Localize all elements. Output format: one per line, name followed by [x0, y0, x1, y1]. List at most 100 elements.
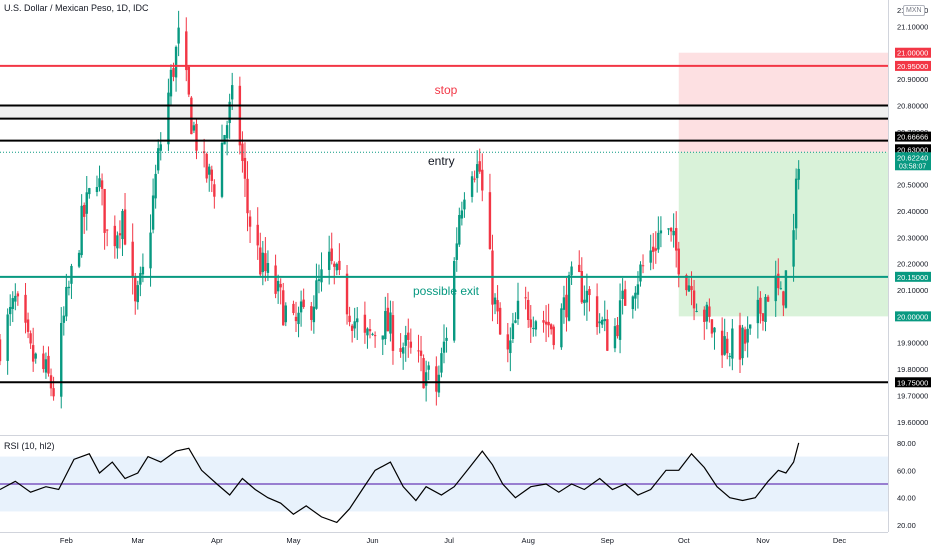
candle-body [11, 298, 14, 309]
candle-body [516, 300, 520, 320]
candle-body [256, 224, 259, 246]
candle [333, 261, 336, 285]
candle-body [659, 230, 663, 234]
candle [241, 131, 244, 173]
candle-body [437, 374, 441, 393]
candle [524, 286, 527, 310]
candle [24, 283, 27, 334]
candle [616, 317, 619, 339]
price-tag-value: 19.75000 [897, 378, 928, 387]
candle-body [669, 227, 673, 232]
candle [544, 305, 548, 342]
possible-exit-label: possible exit [413, 284, 480, 298]
candle-body [279, 283, 282, 288]
time-axis-label: Feb [60, 536, 73, 545]
candle-body [764, 296, 767, 322]
currency-badge[interactable]: MXN [903, 5, 925, 16]
candle [246, 161, 249, 232]
candle-body [731, 328, 734, 359]
candle [713, 327, 716, 350]
candle [192, 121, 196, 134]
candle-body [422, 358, 425, 389]
candle-body [100, 180, 104, 189]
candle [478, 148, 481, 174]
candle-body [261, 252, 265, 273]
candle [603, 300, 606, 332]
candle [534, 319, 538, 337]
candle [542, 310, 545, 333]
price-tag-bg [895, 144, 931, 155]
candle [481, 153, 484, 202]
candle-body [567, 275, 571, 321]
candle-body [583, 299, 586, 304]
candle-body [16, 293, 20, 297]
candle [705, 301, 709, 330]
candle [282, 282, 285, 326]
candle-body [514, 320, 517, 323]
candle-body [498, 307, 502, 335]
candle [547, 303, 550, 338]
candle-body [103, 188, 106, 233]
candle [565, 277, 568, 332]
candle [381, 335, 384, 356]
candle [703, 306, 706, 340]
candle [228, 93, 231, 139]
candle-body [774, 275, 777, 302]
price-axis-label: 19.90000 [897, 339, 928, 348]
candle [169, 64, 173, 107]
candle-body [794, 178, 798, 229]
candle [259, 232, 262, 277]
candle [238, 76, 242, 155]
rsi-title: RSI (10, hl2) [4, 441, 55, 451]
candle [422, 354, 425, 389]
candle-body [259, 247, 262, 275]
candle [687, 278, 691, 292]
candle-body [368, 329, 372, 332]
candle-body [116, 235, 119, 249]
candle-body [317, 279, 321, 282]
candle [652, 233, 655, 270]
candle-body [327, 251, 331, 270]
candle-body [595, 296, 599, 328]
candle-body [473, 178, 476, 180]
candle [407, 318, 410, 358]
candle [151, 178, 155, 234]
candle-body [616, 325, 619, 337]
candle-body [208, 166, 211, 175]
candle-body [695, 310, 698, 312]
candle-body [34, 353, 37, 359]
candle-body [792, 230, 795, 267]
candle-body [29, 333, 32, 344]
candle-body [708, 306, 711, 317]
candle [98, 165, 101, 192]
candle-body [381, 335, 384, 340]
candle-body [779, 288, 783, 290]
candle-body [726, 338, 729, 354]
price-axis-label: 19.80000 [897, 365, 928, 374]
candle [756, 286, 760, 339]
candle [366, 327, 369, 349]
candle-body [248, 216, 252, 227]
candle-body [391, 315, 395, 351]
candle [310, 301, 313, 331]
profit-target-zone [678, 152, 888, 317]
candle-body [460, 210, 464, 219]
candle-body [190, 97, 193, 135]
candle-body [570, 266, 573, 276]
candle-body [427, 365, 430, 370]
time-axis-label: Mar [131, 536, 144, 545]
candle [60, 307, 63, 409]
candle [463, 192, 466, 218]
candle-body [524, 297, 527, 299]
candle-body [98, 178, 101, 188]
candle [731, 318, 734, 371]
candle [345, 265, 349, 325]
candle [131, 223, 134, 295]
candle-body [80, 205, 83, 256]
candle-body [529, 319, 532, 328]
candle [496, 285, 499, 325]
candle [297, 306, 300, 338]
candle [77, 250, 81, 269]
rsi-axis-label: 20.00 [897, 521, 916, 530]
